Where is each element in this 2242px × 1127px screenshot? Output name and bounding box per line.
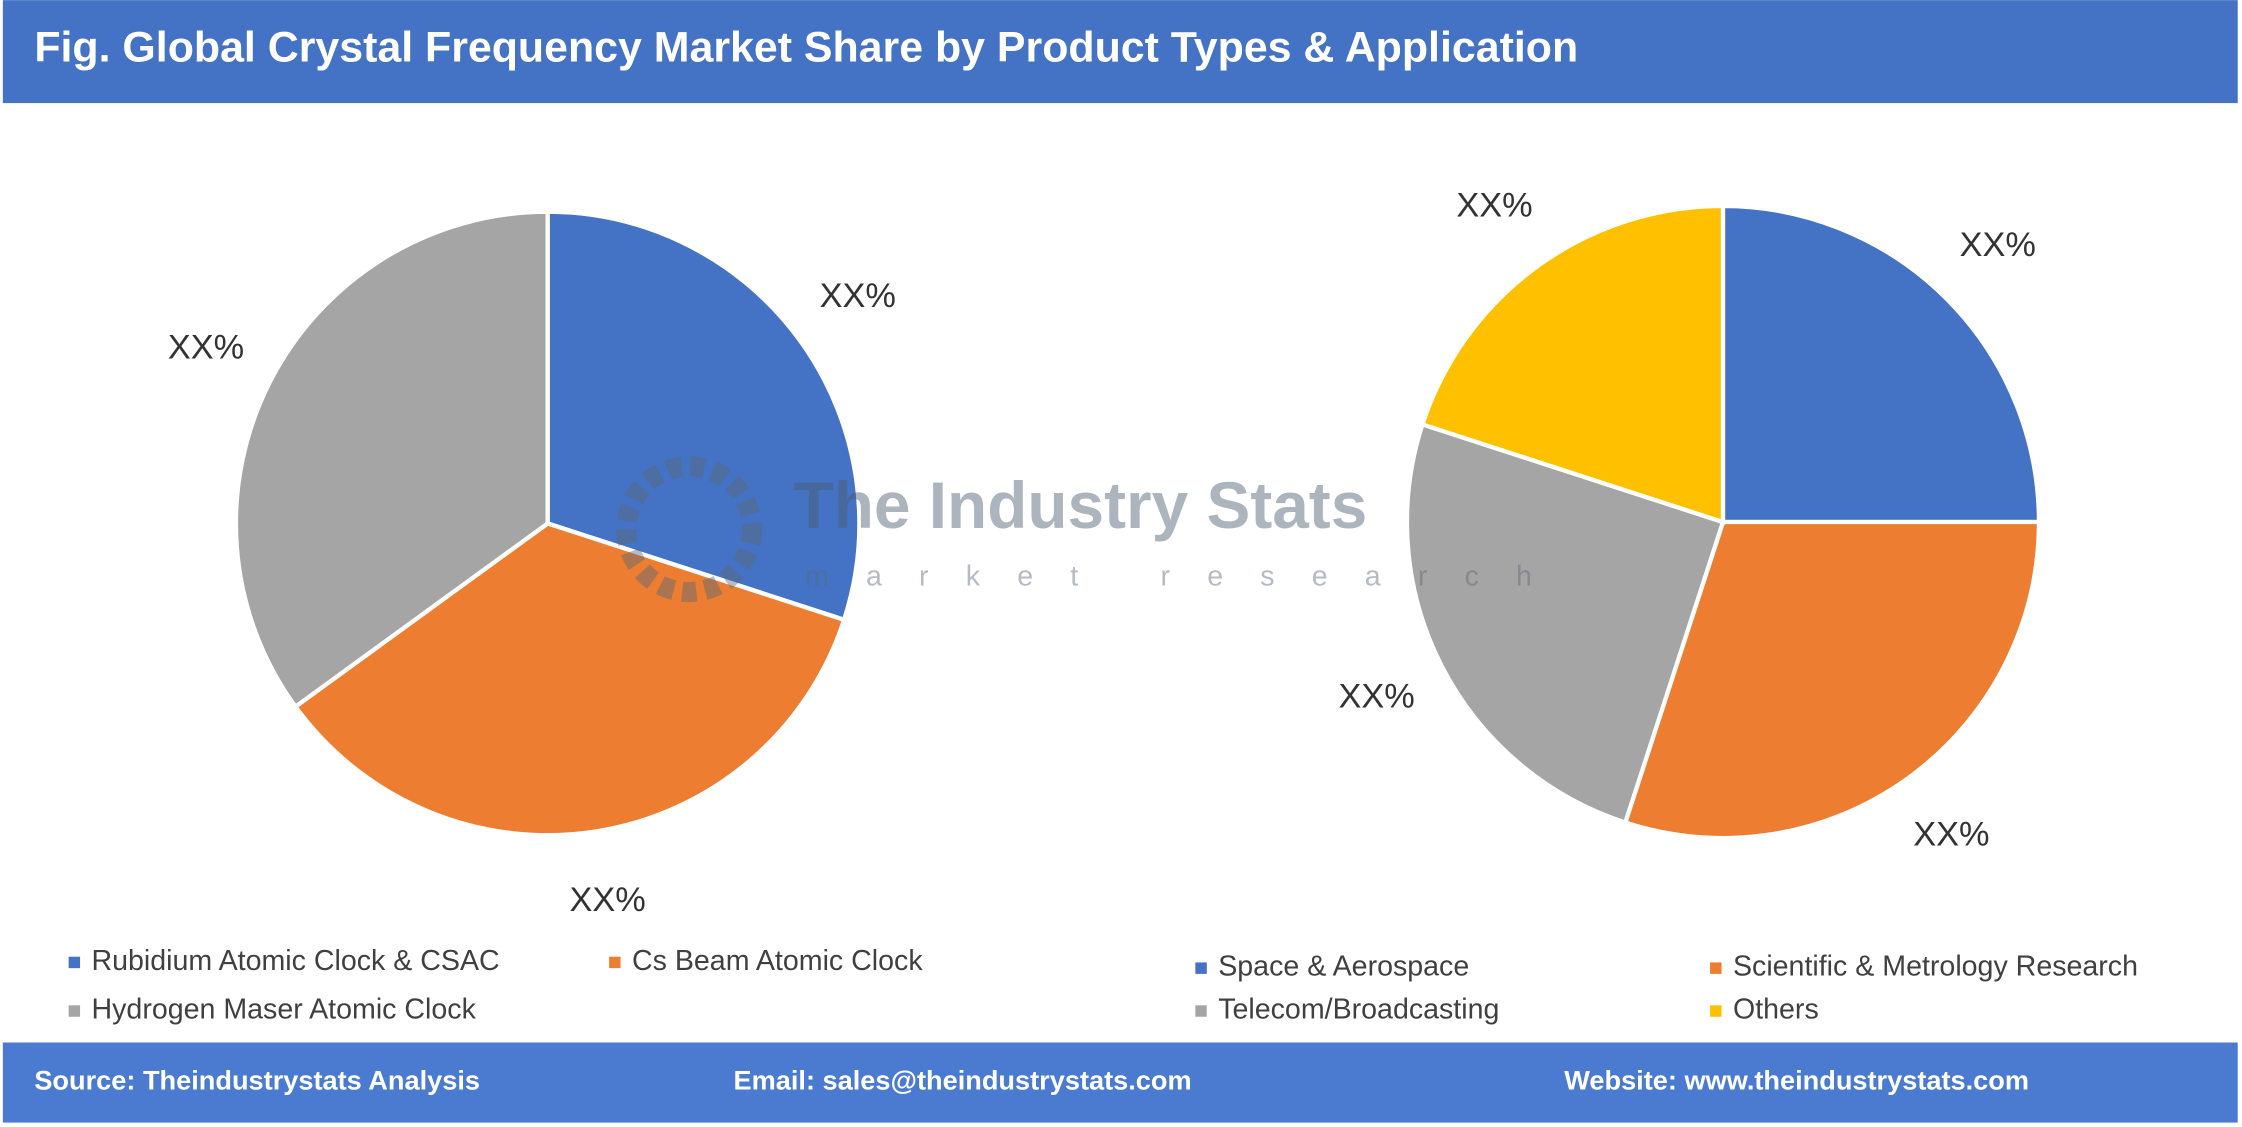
legend-label: Telecom/Broadcasting [1218, 994, 1499, 1026]
pie-slice [1419, 203, 1726, 525]
legend-label: Rubidium Atomic Clock & CSAC [92, 945, 500, 977]
charts: XX% XX% XX% Rubidium Atomic Clock & CSAC Cs … [68, 187, 2138, 1026]
legend-label: Cs Beam Atomic Clock [632, 945, 923, 977]
legend-label: Others [1733, 994, 1819, 1026]
data-label: XX% [1960, 226, 2036, 264]
title: Fig. Global Crystal Frequency Market Sha… [34, 24, 1578, 72]
pie-slice [292, 521, 847, 838]
legend-swatch [1195, 1005, 1207, 1017]
data-label: XX% [820, 277, 896, 315]
legend-swatch [609, 956, 621, 969]
pie-slice [1622, 519, 2042, 841]
legend-swatch [1710, 962, 1722, 974]
legend-swatch [68, 1005, 81, 1017]
pie-slice [545, 209, 862, 623]
legend-swatch [68, 956, 81, 969]
data-label: XX% [1913, 816, 1989, 854]
pie-slice [1404, 421, 1726, 826]
pie-slice [233, 209, 550, 710]
footer-website: Website: www.theindustrystats.com [1564, 1065, 2029, 1096]
legend-swatch [1710, 1005, 1722, 1017]
data-label: XX% [168, 328, 244, 366]
header-bar [2, 0, 2238, 104]
footer-source: Source: Theindustrystats Analysis [34, 1065, 480, 1096]
legend-label: Space & Aerospace [1218, 951, 1469, 983]
footer-email: Email: sales@theindustrystats.com [734, 1065, 1192, 1096]
data-label: XX% [569, 881, 645, 919]
watermark-tagline: market research [805, 560, 1569, 592]
watermark-logo [616, 456, 763, 603]
legend-label: Hydrogen Maser Atomic Clock [92, 994, 477, 1026]
legend-label: Scientific & Metrology Research [1733, 951, 2138, 983]
legend-swatch [1195, 962, 1207, 974]
pie-slice [1720, 203, 2042, 525]
data-label: XX% [1339, 678, 1415, 716]
watermark: The Industry Stats market research [616, 456, 1569, 603]
data-label: XX% [1456, 187, 1532, 225]
footer-bar [2, 1042, 2238, 1123]
watermark-name: The Industry Stats [794, 468, 1368, 542]
